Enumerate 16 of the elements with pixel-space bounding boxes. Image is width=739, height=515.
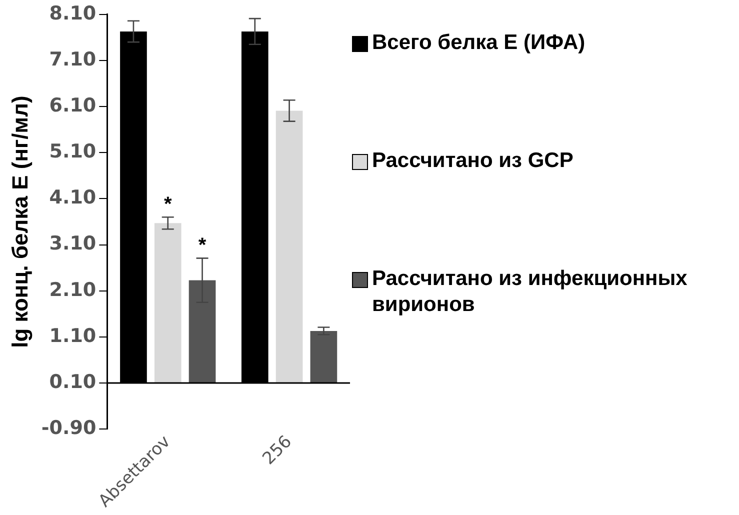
y-tick-label: 5.10 [49,140,96,163]
legend-label: Рассчитано из инфекционных вирионов [372,266,688,318]
legend-label: Всего белка E (ИФА) [372,30,586,56]
y-tick-label: 4.10 [49,186,96,209]
y-tick-label: 7.10 [49,48,96,70]
y-tick-label: 1.10 [49,324,96,347]
y-tick-label: 3.10 [49,232,96,255]
y-tick-label: 2.10 [49,278,96,301]
y-tick-label: -0.90 [41,417,96,440]
annotation: * [164,194,172,216]
annotation: * [198,234,206,257]
y-tick-label: 0.10 [49,370,96,393]
y-tick-label: 8.10 [49,2,96,24]
y-axis-title: lg конц. белка E (нг/мл) [7,96,32,348]
legend-label: Рассчитано из GCP [372,148,574,174]
y-tick-label: 6.10 [49,94,96,116]
